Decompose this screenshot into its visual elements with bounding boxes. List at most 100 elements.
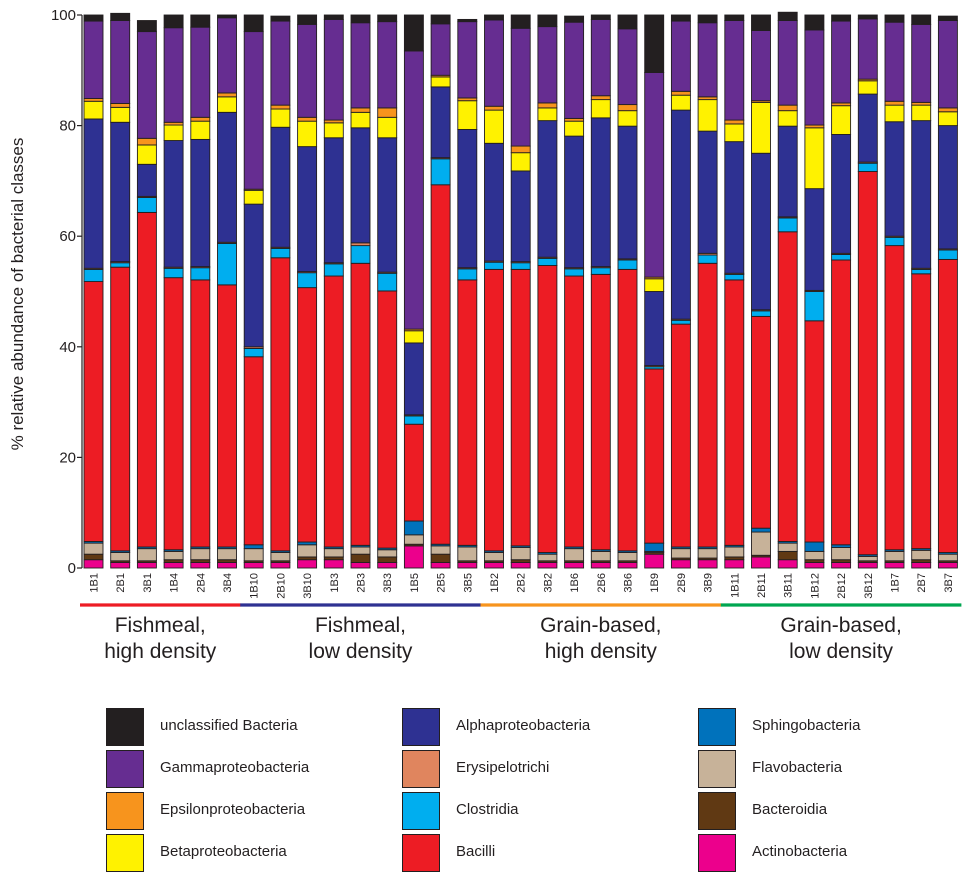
bar-stack [617,14,638,569]
bar-segment [751,152,771,311]
bar-segment [644,14,665,73]
x-tick-label: 1B4 [169,573,181,593]
bar-segment [110,103,131,108]
bar-segment [350,262,371,546]
group-label: Fishmeal, high density [104,614,217,663]
x-tick-label: 2B11 [756,573,768,598]
bar-segment [457,546,478,562]
bar-stack [430,14,451,569]
bar-segment [484,268,504,552]
bar-segment [484,552,504,562]
bar-segment [350,562,371,569]
bar-segment [163,27,184,123]
bar-segment [190,14,211,28]
bar-segment [484,562,504,569]
bar-segment [243,14,264,33]
x-tick-label: 3B7 [943,573,955,593]
x-tick-label: 3B9 [703,573,715,593]
x-tick-label: 1B12 [809,573,821,599]
bar-segment [644,291,665,367]
bar-segment [670,559,691,569]
bar-segment [430,545,451,555]
bar-segment [751,315,771,529]
bar-segment [83,281,104,542]
bar-segment [350,111,371,129]
bar-segment [510,547,531,561]
y-tick-label: 60 [59,228,76,245]
bar-segment [697,262,718,548]
x-tick-label: 1B9 [649,573,661,593]
bar-segment [136,20,157,33]
bar-segment [777,20,798,106]
bar-segment [751,556,771,569]
bar-segment [136,211,157,548]
bar-segment [537,257,558,266]
bar-segment [323,137,344,264]
bar-segment [136,562,157,569]
bar-segment [484,19,504,107]
bar-segment [403,50,424,330]
bar-segment [804,188,825,291]
bar-segment [617,14,638,30]
bar-segment [804,541,825,552]
bar-segment [110,20,131,104]
bar-segment [270,15,291,22]
bar-segment [243,562,264,569]
bar-segment [751,531,771,556]
bar-segment [270,562,291,569]
bar-segment [243,348,264,358]
bar-segment [777,231,798,542]
bar-segment [857,562,878,569]
bar-stack [724,14,745,569]
x-tick-label: 3B2 [542,573,554,593]
bar-segment [670,319,691,325]
bar-segment [564,135,585,269]
x-tick-label: 3B4 [222,573,234,593]
bar-segment [804,127,825,190]
bar-segment [857,80,878,95]
bar-segment [537,562,558,569]
bar-segment [163,267,184,279]
bar-segment [857,93,878,163]
bar-segment [564,562,585,569]
x-tick-label: 2B12 [836,573,848,599]
bar-segment [724,546,745,558]
bar-stack [350,14,371,569]
bar-segment [377,21,398,109]
bar-segment [777,559,798,569]
bar-segment [83,14,104,22]
bar-segment [217,242,237,286]
bar-segment [697,130,718,254]
y-tick-label: 100 [51,7,76,24]
x-tick-label: 2B2 [516,573,528,593]
bar-segment [83,268,104,282]
bar-stack [403,14,424,569]
bar-segment [724,119,745,125]
bar-segment [884,236,905,247]
bar-segment [350,107,371,113]
y-axis: 0 20 40 60 80 100 [51,7,83,577]
bar-segment [937,553,958,562]
bar-segment [831,14,852,22]
bar-segment [457,100,478,130]
bar-stack [911,14,932,569]
bar-segment [403,415,424,425]
bar-segment [270,257,291,552]
x-tick-label: 2B10 [275,573,287,599]
bar-segment [751,310,771,317]
bar-segment [270,126,291,248]
bar-segment [136,144,157,165]
bar-segment [243,31,264,190]
bar-segment [403,545,424,569]
bar-segment [804,14,825,31]
bar-segment [430,14,451,25]
bar-segment [911,14,932,25]
bar-segment [217,548,237,561]
x-tick-label: 3B3 [382,573,394,593]
bar-segment [430,158,451,186]
bar-segment [484,105,504,111]
bar-segment [350,553,371,563]
bar-segment [937,20,958,109]
bar-segment [110,262,131,268]
bar-segment [590,95,611,101]
